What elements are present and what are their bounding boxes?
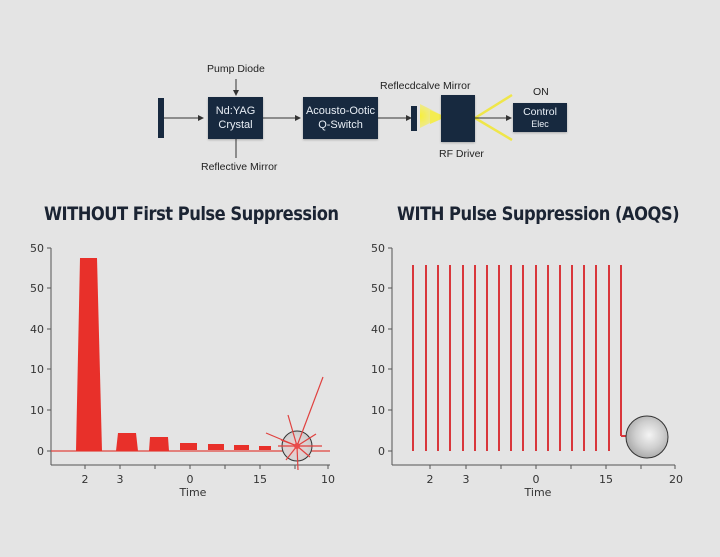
- crystal-line1: Nd:YAG: [215, 105, 256, 117]
- y-tick: 10: [30, 363, 44, 376]
- right-chart-title: WITH Pulse Suppression (AOQS): [397, 203, 680, 225]
- bottom-mirror-label: Reflective Mirror: [201, 161, 278, 173]
- pulse-bar: [116, 433, 138, 451]
- top-mirror-label: Reflecdcalve Mirror: [380, 80, 471, 92]
- stop-disk-icon: [625, 415, 669, 459]
- x-tick: 3: [117, 473, 124, 486]
- left-chart: 50 50 40 10 10 0 2 3 0 15 10 Time: [30, 242, 336, 499]
- x-tick: 0: [187, 473, 194, 486]
- output-mirror: [411, 106, 417, 131]
- pulse-bar: [149, 437, 169, 451]
- left-x-ticks: 2 3 0 15 10 Time: [82, 473, 336, 499]
- x-tick: 2: [82, 473, 89, 486]
- y-tick: 40: [30, 323, 44, 336]
- rf-driver-label: RF Driver: [439, 148, 484, 160]
- y-tick: 40: [371, 323, 385, 336]
- rf-driver-box: [441, 95, 475, 142]
- right-y-ticks: 50 50 40 10 10 0: [371, 242, 385, 458]
- y-tick: 10: [371, 363, 385, 376]
- pulse-bar: [259, 446, 271, 450]
- y-tick: 0: [378, 445, 385, 458]
- y-tick: 50: [30, 282, 44, 295]
- right-chart: 50 50 40 10 10 0 2 3 0 15 20 Time: [371, 242, 684, 499]
- y-tick: 50: [371, 282, 385, 295]
- qswitch-line2: Q-Switch: [318, 119, 363, 131]
- damage-burst-icon: [265, 376, 324, 471]
- left-y-ticks: 50 50 40 10 10 0: [30, 242, 44, 458]
- pulse-bar: [180, 443, 197, 450]
- pump-diode-label: Pump Diode: [207, 63, 265, 75]
- q-switch-box: Acousto-Ootic Q-Switch: [303, 97, 378, 139]
- control-line1: Control: [523, 105, 557, 118]
- nd-yag-crystal-box: Nd:YAG Crystal: [208, 97, 263, 139]
- y-tick: 10: [30, 404, 44, 417]
- crystal-line2: Crystal: [218, 119, 253, 131]
- qswitch-line1: Acousto-Ootic: [305, 105, 376, 117]
- left-chart-title: WITHOUT First Pulse Suppression: [44, 203, 339, 225]
- x-tick: 15: [253, 473, 267, 486]
- x-tick: 15: [599, 473, 613, 486]
- on-label: ON: [533, 86, 549, 98]
- x-tick: 3: [463, 473, 470, 486]
- y-tick: 10: [371, 404, 385, 417]
- right-pulses: [412, 265, 646, 451]
- control-line2: Elec: [531, 118, 549, 129]
- x-tick: 2: [427, 473, 434, 486]
- x-axis-label: Time: [179, 486, 207, 499]
- control-electronics-box: Control Elec: [513, 103, 567, 132]
- y-tick: 50: [30, 242, 44, 255]
- y-tick: 0: [37, 445, 44, 458]
- x-tick: 20: [669, 473, 683, 486]
- x-axis-label: Time: [524, 486, 552, 499]
- x-tick: 0: [533, 473, 540, 486]
- first-pulse-bar: [76, 258, 102, 451]
- rear-mirror: [158, 98, 164, 138]
- x-tick: 10: [321, 473, 335, 486]
- pulse-bar: [208, 444, 224, 450]
- pulse-bar: [234, 445, 249, 450]
- diagram-connectors: [162, 79, 513, 158]
- right-x-ticks: 2 3 0 15 20 Time: [427, 473, 684, 499]
- y-tick: 50: [371, 242, 385, 255]
- left-bars: [76, 258, 271, 451]
